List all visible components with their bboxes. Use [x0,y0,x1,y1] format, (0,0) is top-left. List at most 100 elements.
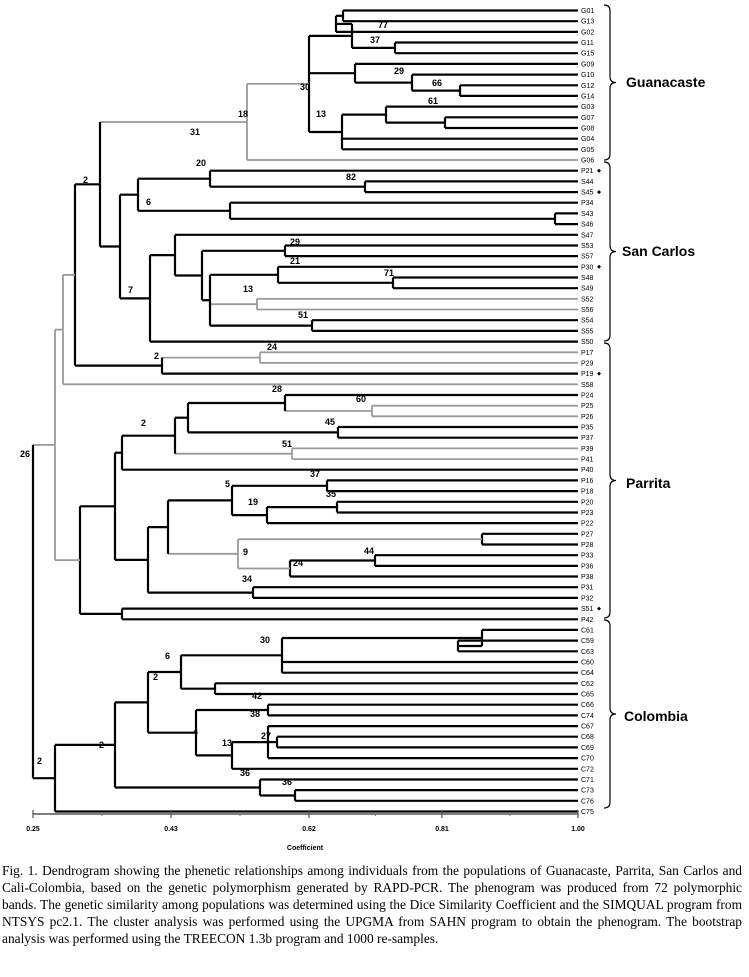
leaf-label: S47 [581,232,594,239]
tick-label-3: 0.81 [435,826,449,833]
leaf-marker-icon [597,168,601,173]
bootstrap-value: 66 [432,78,442,88]
bootstrap-value: 13 [243,284,253,294]
group-braces [603,4,617,809]
leaf-label: S49 [581,286,594,293]
figure-caption: Fig. 1. Dendrogram showing the phenetic … [2,863,742,946]
leaf-label: S52 [581,296,594,303]
leaf-label: P42 [581,617,594,624]
leaf-label: S45 [581,190,594,197]
leaf-label: G12 [581,83,594,90]
leaf-label: S57 [581,254,594,261]
leaf-label: G07 [581,115,594,122]
leaf-label: C76 [581,798,594,805]
brace-guanacaste [603,4,617,161]
leaf-labels: G01 G13 G02 G11 G15 G09 G10 G12 G14 G03 G07 G08 G04 G… [581,8,601,816]
bootstrap-value: 4 [193,727,198,737]
leaf-label: C72 [581,766,594,773]
leaf-label: P21 [581,168,594,175]
leaf-label: G08 [581,126,594,133]
leaf-marker-icon [597,190,601,195]
bootstrap-value: 5 [225,479,230,489]
bootstrap-value: 35 [326,489,336,499]
leaf-label: P22 [581,521,594,528]
leaf-label: G11 [581,40,594,47]
leaf-label: P28 [581,542,594,549]
leaf-label: G09 [581,61,594,68]
leaf-label: G04 [581,136,594,143]
leaf-label: P18 [581,489,594,496]
leaf-label: G15 [581,51,594,58]
bootstrap-value: 2 [153,672,158,682]
leaf-label: G06 [581,158,594,165]
leaf-label: P27 [581,531,594,538]
leaf-label: P33 [581,553,594,560]
dendrogram-figure: G01 G13 G02 G11 G15 G09 G10 G12 G14 G03 G07 G08 G04 G… [20,4,706,852]
leaf-label: C70 [581,756,594,763]
leaf-label: G03 [581,104,594,111]
leaf-label: P29 [581,360,594,367]
bootstrap-value: 2 [141,418,146,428]
leaf-label: P26 [581,414,594,421]
bootstrap-value: 18 [238,109,248,119]
bootstrap-value: 36 [240,768,250,778]
leaf-label: G13 [581,19,594,26]
group-label-parrita: Parrita [626,475,671,491]
dendrogram-branches [31,9,578,813]
leaf-label: S48 [581,275,594,282]
leaf-label: S55 [581,328,594,335]
bootstrap-value: 82 [346,172,356,182]
tick-label-2: 0.62 [302,826,316,833]
brace-san-carlos [603,161,617,342]
x-axis: 0.25 0.43 0.62 0.81 1.00 Coefficient [26,810,585,852]
leaf-label: C61 [581,627,594,634]
tick-label-0: 0.25 [26,826,40,833]
leaf-label: C62 [581,681,594,688]
leaf-label: G14 [581,93,594,100]
bootstrap-value: 13 [316,109,326,119]
tick-label-4: 1.00 [571,826,585,833]
leaf-label: P38 [581,574,594,581]
bootstrap-value: 21 [290,256,300,266]
leaf-label: S54 [581,318,594,325]
bootstrap-value: 61 [428,96,438,106]
leaf-label: S53 [581,243,594,250]
leaf-label: P24 [581,393,594,400]
bootstrap-value: 27 [261,731,271,741]
leaf-label: G01 [581,8,594,15]
bootstrap-value: 13 [222,738,232,748]
bootstrap-value: 42 [252,691,262,701]
leaf-label: S58 [581,382,594,389]
bootstrap-value: 6 [165,651,170,661]
leaf-label: C68 [581,734,594,741]
bootstrap-value: 31 [190,127,200,137]
leaf-label: S43 [581,211,594,218]
leaf-label: C60 [581,660,594,667]
leaf-label: P32 [581,595,594,602]
leaf-marker-icon [597,264,601,269]
leaf-label: P37 [581,435,594,442]
leaf-label: G05 [581,147,594,154]
bootstrap-value: 36 [282,777,292,787]
leaf-label: C73 [581,788,594,795]
leaf-label: P30 [581,264,594,271]
bootstrap-value: 2 [154,351,159,361]
bootstrap-value: 6 [146,197,151,207]
group-label-colombia: Colombia [624,708,688,724]
bootstrap-value: 29 [394,66,404,76]
bootstrap-value: 28 [272,384,282,394]
leaf-label: C63 [581,649,594,656]
bootstrap-value: 24 [267,342,277,352]
bootstrap-value: 34 [242,574,252,584]
leaf-label: C75 [581,809,594,816]
leaf-label: P17 [581,350,594,357]
axis-ticks [32,810,579,818]
bootstrap-value: 20 [196,158,206,168]
leaf-label: S44 [581,179,594,186]
leaf-label: G02 [581,29,594,36]
bootstrap-value: 71 [384,268,394,278]
leaf-label: P36 [581,563,594,570]
bootstrap-value: 26 [20,449,30,459]
leaf-label: P25 [581,403,594,410]
